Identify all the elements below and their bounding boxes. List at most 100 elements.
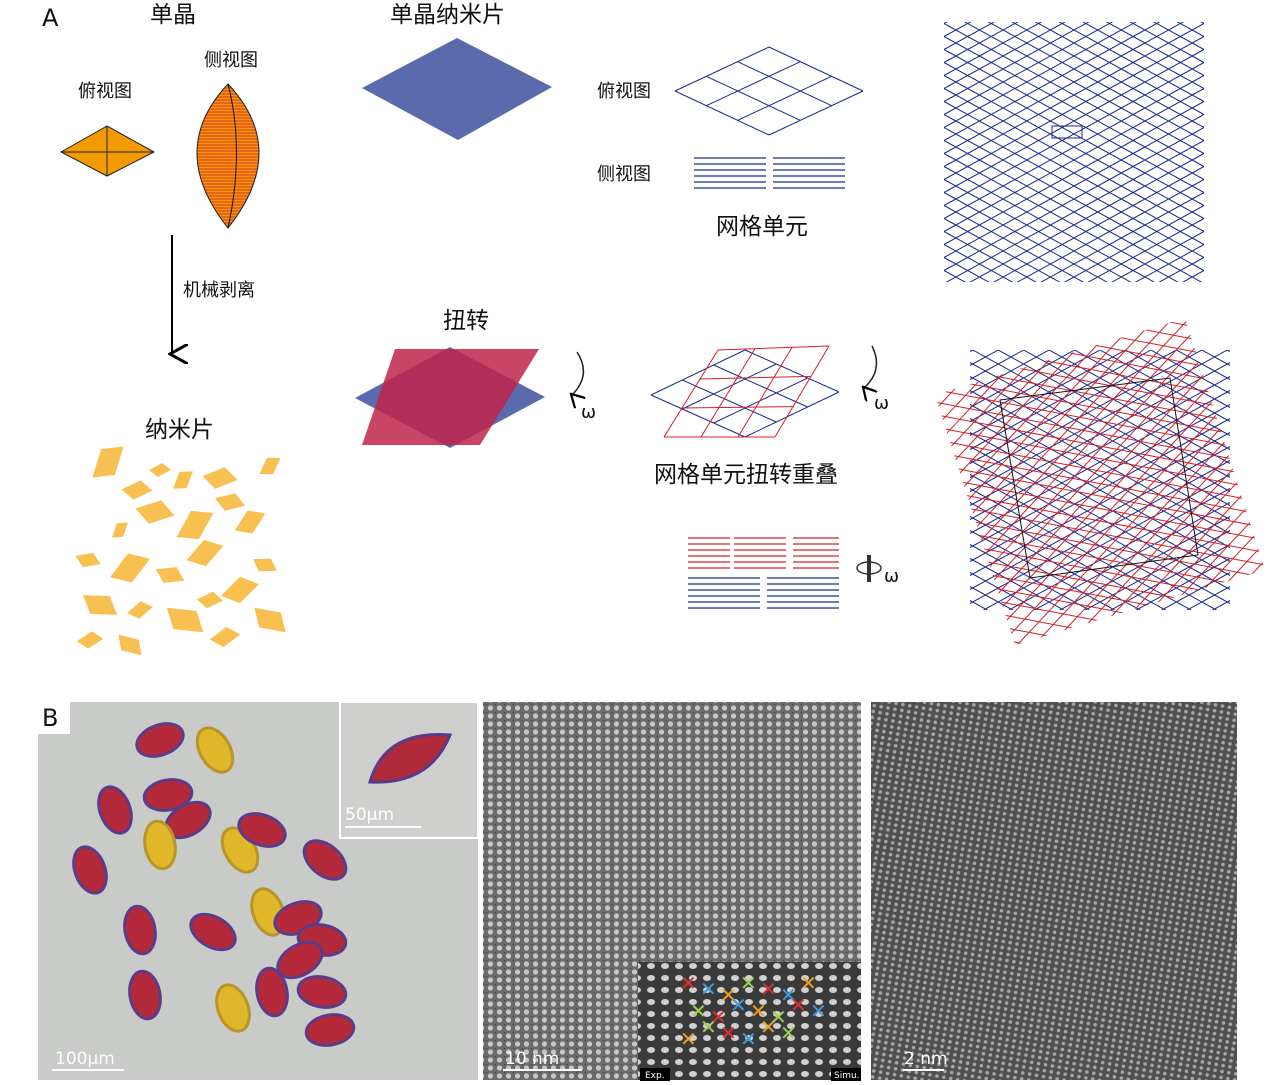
nanosheet-flakes xyxy=(75,446,286,656)
lattice-grid xyxy=(944,22,1204,282)
grid-line xyxy=(717,345,830,351)
grid-line xyxy=(774,345,830,438)
grid-line xyxy=(944,35,1204,181)
grid-line xyxy=(1152,22,1204,51)
molecule-overlay: ✕ ✕ ✕ ✕ ✕ ✕ ✕✕ ✕ ✕ ✕ ✕ ✕ ✕✕ ✕ ✕ ✕ ✕ ✕ xyxy=(680,971,827,1051)
nanosheet-flake xyxy=(186,539,224,567)
twist-label: 扭转 xyxy=(443,308,489,334)
tem-scale-label: 10 nm xyxy=(505,1049,559,1069)
grid-line xyxy=(944,100,1204,246)
nanosheet-flake xyxy=(202,467,238,489)
grid-line xyxy=(935,318,1209,468)
grid-line xyxy=(944,22,1161,142)
grid-line xyxy=(944,100,1204,246)
grid-line xyxy=(970,389,1230,535)
hrtem-scale-label: 2 nm xyxy=(904,1049,948,1069)
grid-line xyxy=(935,318,1265,319)
grid-line xyxy=(1058,515,1230,610)
grid-line xyxy=(1149,350,1230,395)
nanosheet-flake xyxy=(221,576,259,604)
grid-line xyxy=(963,22,1204,155)
simu-tag-bg xyxy=(831,1068,861,1081)
grid-line xyxy=(969,152,1204,282)
nanosheet-flake xyxy=(121,480,153,500)
grid-line xyxy=(944,22,1204,168)
grid-line xyxy=(944,87,1204,233)
crystal xyxy=(296,975,348,1009)
grid-line xyxy=(970,350,1051,395)
molecule-icon: ✕ xyxy=(720,983,737,1007)
exp-tag-bg xyxy=(640,1068,670,1081)
grid-line xyxy=(944,22,996,51)
grid-line xyxy=(992,165,1204,282)
crystal xyxy=(142,778,194,812)
nanosheet-flake xyxy=(155,567,185,583)
molecule-icon: ✕ xyxy=(700,977,717,1001)
crystal xyxy=(128,969,162,1021)
grid-line xyxy=(935,318,1265,345)
grid-line xyxy=(674,90,770,136)
rotation-axis-icon xyxy=(856,555,882,582)
nanosheet-flake xyxy=(110,553,150,583)
grid-line xyxy=(944,48,1204,194)
nanosheet-flake xyxy=(127,601,153,619)
grid-line xyxy=(944,35,1204,181)
omega-label-2: ω xyxy=(874,393,889,414)
crystal xyxy=(237,812,287,848)
grid-line xyxy=(970,487,1192,610)
grid-line xyxy=(663,349,719,438)
nanosheet-flake xyxy=(135,500,175,524)
molecule-icon: ✕ xyxy=(800,971,817,995)
grid-line xyxy=(944,22,972,38)
grid-twist-overlap-label: 网格单元扭转重叠 xyxy=(654,462,838,488)
grid-line xyxy=(1175,350,1230,381)
nanosheet-flake xyxy=(76,631,104,649)
grid-line xyxy=(1129,22,1204,64)
grid-line xyxy=(935,318,1265,412)
grid-line xyxy=(945,139,1204,282)
grid-line xyxy=(744,349,840,393)
molecule-icon: ✕ xyxy=(750,999,767,1023)
grid-line xyxy=(1176,22,1204,38)
rotation-arrow-icon-2 xyxy=(864,345,877,388)
grid-line xyxy=(1134,243,1204,282)
grid-line xyxy=(744,391,840,438)
grid-line xyxy=(970,350,1025,381)
grid-line xyxy=(944,22,1019,64)
nanosheet-single-crystal-title: 单晶纳米片 xyxy=(390,2,505,28)
optical-crystals xyxy=(72,722,356,1047)
crystal-top-view xyxy=(59,125,156,177)
grid-line xyxy=(1226,350,1230,353)
grid-line xyxy=(944,22,1090,103)
grid-line xyxy=(944,152,1179,282)
molecule-icon: ✕ xyxy=(690,999,707,1023)
grid-line xyxy=(1200,22,1204,25)
grid-line xyxy=(935,318,1205,455)
inset-crystal xyxy=(368,733,453,784)
nanosheet-flake xyxy=(209,626,241,648)
grid-line xyxy=(970,350,1229,493)
grid-line xyxy=(970,361,1230,507)
grid-line xyxy=(768,90,864,136)
inset-exp-label: Exp. xyxy=(645,1071,665,1081)
grid-line xyxy=(970,375,1230,521)
grid-line xyxy=(944,22,948,25)
grid-line xyxy=(944,269,966,282)
nanosheet-flake xyxy=(173,471,193,489)
molecule-icon: ✕ xyxy=(760,1015,777,1039)
grid-line xyxy=(682,363,777,410)
grid-line xyxy=(970,350,1102,423)
grid-line xyxy=(713,377,808,424)
crystal xyxy=(72,845,108,895)
nanosheet-flake xyxy=(215,493,245,511)
nanosheet-flake xyxy=(92,446,124,478)
nanosheet-title: 纳米片 xyxy=(145,417,214,443)
grid-unit-label: 网格单元 xyxy=(716,214,808,240)
grid-line xyxy=(944,22,1114,116)
nanosheet-flake xyxy=(118,634,142,656)
grid-line xyxy=(970,375,1230,521)
molecule-icon: ✕ xyxy=(790,993,807,1017)
grid-line xyxy=(944,61,1204,207)
grid-line xyxy=(970,403,1230,549)
